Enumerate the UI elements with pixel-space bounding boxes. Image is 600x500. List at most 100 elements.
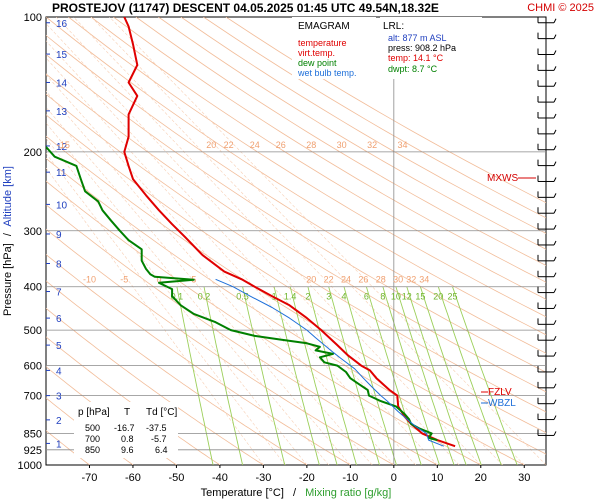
wind-barb (553, 82, 557, 87)
wind-barb (553, 335, 557, 341)
wind-barb (553, 351, 557, 357)
x-tick-label: 0 (391, 472, 397, 484)
dry-adiabat-line (180, 17, 546, 234)
x-tick-label: -40 (212, 472, 228, 484)
dry-adiabat-label: 20 (306, 275, 316, 285)
x-axis-ticks: -70 -60 -50 -40 -30 -20 -10 0 10 20 30 (82, 465, 530, 484)
dry-adiabat-line (46, 73, 546, 393)
dry-adiabat-line (68, 17, 546, 318)
x-axis-title: Temperature [°C] / Mixing ratio [g/kg] (201, 487, 392, 499)
y-tick-label: 925 (24, 445, 42, 457)
levels-header-p: p [hPa] (78, 407, 110, 418)
altitude-tick-label: 9 (56, 230, 62, 241)
dry-adiabat-label: 32 (406, 275, 416, 285)
dry-adiabat-label: 24 (250, 140, 260, 150)
wind-barb (553, 18, 557, 23)
mixing-ratio-label: 25 (447, 292, 457, 302)
y-tick-label: 100 (24, 12, 42, 24)
wind-barb (553, 256, 557, 262)
wind-barb (553, 288, 557, 293)
x-axis-label-mix: Mixing ratio [g/kg] (305, 487, 391, 499)
y-tick-label: 600 (24, 361, 42, 373)
dry-adiabat-line (135, 17, 546, 266)
mixing-ratio-label: 3 (326, 292, 331, 302)
mixing-ratio-label: 0.1 (171, 292, 184, 302)
y-axis-title: Pressure [hPa] / Altitude [km] (2, 166, 14, 316)
lrl-box-bg (380, 17, 482, 79)
altitude-tick-label: 3 (56, 392, 62, 403)
mixing-ratio-label: 8 (380, 292, 385, 302)
moist-adiabat-line (109, 17, 546, 465)
moist-adiabat-line (46, 40, 438, 465)
dry-adiabat-label: 28 (306, 140, 316, 150)
lrl-dewpoint: dwpt: 8.7 °C (388, 64, 438, 74)
legend-item-dew-point: dew point (298, 58, 337, 68)
mixing-ratio-label: 20 (433, 292, 443, 302)
x-tick-label: -30 (255, 472, 271, 484)
chart-title: PROSTEJOV (11747) DESCENT 04.05.2025 01:… (52, 1, 439, 15)
y-tick-label: 400 (24, 282, 42, 294)
plot-area (45, 16, 547, 466)
legend-item-temperature: temperature (298, 38, 347, 48)
pressure-grid (46, 17, 546, 465)
lrl-pressure: press: 908.2 hPa (388, 43, 456, 53)
y-tick-label: 500 (24, 325, 42, 337)
dry-adiabat-line (113, 17, 546, 283)
altitude-tick-label: 10 (56, 200, 68, 211)
wind-barb (553, 177, 557, 182)
wind-barb (553, 113, 557, 119)
x-tick-label: 30 (518, 472, 530, 484)
dry-adiabat-line (46, 17, 546, 336)
altitude-tick-label: 14 (56, 78, 68, 89)
altitude-tick-label: 6 (56, 314, 62, 325)
mxws-label: MXWS (487, 173, 518, 184)
altitude-tick-label: 12 (56, 142, 68, 153)
dry-adiabat-label: 26 (276, 140, 286, 150)
dry-adiabat-label: 30 (393, 275, 403, 285)
legend-box (292, 17, 376, 79)
wind-barb (553, 66, 557, 71)
wind-barbs (537, 16, 557, 436)
levels-row-850-td: 6.4 (155, 445, 168, 455)
wbzl-label: WBZL (488, 398, 516, 409)
x-tick-label: -20 (299, 472, 315, 484)
levels-table: p [hPa] T Td [°C] 500 -16.7 -37.5 700 0.… (74, 402, 178, 458)
annotations: MXWS FZLV WBZL (481, 173, 536, 409)
wind-barb (553, 399, 557, 404)
lrl-title: LRL: (383, 21, 404, 32)
wind-barb (553, 304, 557, 309)
dry-adiabat-line (90, 17, 546, 300)
wind-barb (553, 129, 557, 135)
dry-adiabat-line (158, 17, 546, 250)
x-tick-label: 20 (475, 472, 487, 484)
levels-row-700-p: 700 (85, 434, 100, 444)
x-tick-label: -60 (125, 472, 141, 484)
levels-row-500-td: -37.5 (146, 423, 167, 433)
mixing-ratio-label: 0.5 (236, 292, 249, 302)
altitude-tick-label: 16 (56, 19, 68, 30)
wind-barb (553, 193, 557, 198)
dry-adiabat-label: 22 (324, 275, 334, 285)
x-tick-label: -50 (168, 472, 184, 484)
levels-header-t: T (124, 407, 130, 418)
levels-row-700-td: -5.7 (151, 434, 167, 444)
dry-adiabat-line (46, 53, 546, 373)
wind-barb (553, 97, 557, 103)
wind-barb (553, 208, 557, 214)
y-axis-ticks: 100 200 300 400 500 600 700 850 925 1000 (18, 12, 42, 472)
legend-title: EMAGRAM (298, 21, 350, 32)
dry-adiabat-labels: -15 20 22 24 26 28 30 32 34-10 -5 0 5 20 22 24 26 28 30 32… (57, 140, 429, 285)
wind-barb (553, 383, 557, 389)
moist-adiabat-line (91, 17, 525, 465)
wind-barb (553, 161, 557, 166)
moist-adiabat-line (56, 17, 482, 465)
mixing-ratio-label: 0.2 (198, 292, 211, 302)
altitude-tick-label: 7 (56, 288, 62, 299)
levels-row-500-p: 500 (85, 423, 100, 433)
altitude-tick-label: 1 (56, 439, 62, 450)
mixing-ratio-label: 1.4 (284, 292, 297, 302)
mixing-ratio-label: 15 (415, 292, 425, 302)
levels-row-500-t: -16.7 (114, 423, 135, 433)
credit-label: CHMI © 2025 (527, 2, 594, 14)
